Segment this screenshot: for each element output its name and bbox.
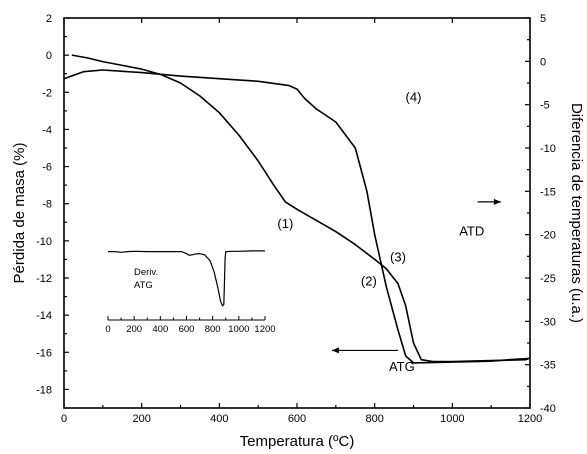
annotation-3: (3) [390,249,406,264]
x-axis-label: Temperatura (ºC) [240,433,355,450]
series-layer [63,54,531,364]
y-right-tick-label: -15 [540,186,556,198]
y-left-tick-label: -8 [42,199,52,211]
y-left-tick-label: -12 [36,273,52,285]
annotation-2: (2) [361,273,377,288]
inset-label-line1: Deriv. [134,267,158,278]
y-left-tick-label: -18 [36,384,52,396]
axes-layer: 0 200 400 600 800 1000 1200 2 0 -2 -4 -6 -8 -10 -12 -14… [11,13,585,450]
y-right-tick-label: -20 [540,230,556,242]
inset-x-tick-label: 1200 [254,324,275,335]
inset-derivative-chart: 0 200 400 600 800 1000 1200 Deriv. ATG [105,250,276,335]
y-left-axis-label: Pérdida de masa (%) [11,143,28,284]
y-right-tick-label: -5 [540,100,550,112]
series-line-atg [71,54,531,363]
y-right-tick-label: 5 [540,13,546,25]
y-right-tick-label: -30 [540,316,556,328]
y-left-tick-label: 2 [46,13,52,25]
inset-x-tick-label: 800 [205,324,221,335]
x-tick-label: 400 [210,413,228,425]
y-left-tick-label: -10 [36,236,52,248]
inset-x-tick-label: 1000 [228,324,249,335]
y-right-tick-label: -10 [540,143,556,155]
inset-series-line [108,250,265,307]
annotation-atg: ATG [389,359,415,374]
y-left-tick-label: -4 [42,124,52,136]
inset-label-line2: ATG [134,280,153,291]
annotation-1: (1) [277,216,293,231]
y-right-axis-label: Diferencia de temperaturas (u.a.) [568,103,585,323]
x-tick-label: 800 [365,413,383,425]
x-tick-label: 1200 [518,413,542,425]
inset-x-tick-label: 600 [179,324,195,335]
y-left-tick-label: -2 [42,87,52,99]
plot-frame [63,17,531,409]
x-tick-label: 0 [61,413,67,425]
series-line-atd [63,69,529,364]
inset-x-tick-label: 400 [152,324,168,335]
annotation-4: (4) [406,90,422,105]
y-left-tick-label: 0 [46,50,52,62]
y-right-tick-label: -40 [540,403,556,415]
atg-arrowhead [331,347,339,354]
atd-arrowhead [493,198,501,205]
y-left-tick-label: -16 [36,347,52,359]
inset-x-tick-label: 0 [105,324,110,335]
y-right-tick-label: -35 [540,360,556,372]
y-right-tick-label: 0 [540,56,546,68]
x-tick-label: 600 [288,413,306,425]
y-right-tick-label: -25 [540,273,556,285]
annotation-atd: ATD [459,223,484,238]
x-tick-label: 1000 [440,413,464,425]
annotations-layer: (1) (2) (3) (4) ATD ATG [277,90,501,374]
y-left-tick-label: -6 [42,162,52,174]
inset-x-tick-label: 200 [126,324,142,335]
y-left-tick-label: -14 [36,310,52,322]
x-tick-label: 200 [132,413,150,425]
